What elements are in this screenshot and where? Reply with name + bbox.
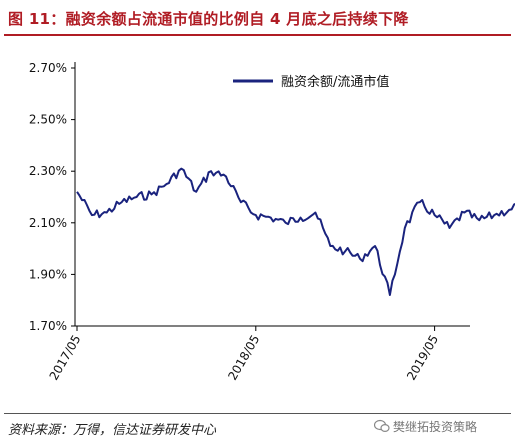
wechat-icon: [374, 419, 390, 433]
title-divider: [4, 34, 511, 36]
legend: 融资余额/流通市值: [233, 74, 389, 90]
y-tick-label: 1.70%: [29, 319, 67, 333]
x-tick-label: 2018/05: [225, 333, 262, 383]
y-tick-label: 2.10%: [29, 216, 67, 230]
x-axis: 2017/052018/052019/052020/052021/052022/…: [47, 325, 470, 383]
x-tick-label: 2017/05: [47, 333, 84, 383]
series-line-0: [76, 167, 515, 296]
y-tick-label: 2.50%: [29, 113, 67, 127]
y-tick-label: 2.30%: [29, 164, 67, 178]
page-title: 图 11：融资余额占流通市值的比例自 4 月底之后持续下降: [8, 10, 409, 28]
y-axis: 1.70% 1.90% 2.10% 2.30% 2.50% 2.70%: [29, 61, 76, 333]
source-note: 资料来源：万得，信达证券研发中心: [8, 423, 217, 438]
y-tick-label: 1.90%: [29, 267, 67, 281]
source-divider: [4, 413, 511, 414]
watermark: 樊继拓投资策略: [393, 420, 478, 434]
x-tick-label: 2019/05: [404, 333, 441, 383]
line-chart: 1.70% 1.90% 2.10% 2.30% 2.50% 2.70% 2017/05 20…: [29, 61, 515, 383]
y-tick-label: 2.70%: [29, 61, 67, 75]
legend-label: 融资余额/流通市值: [281, 74, 389, 90]
series-layer: [76, 167, 515, 296]
